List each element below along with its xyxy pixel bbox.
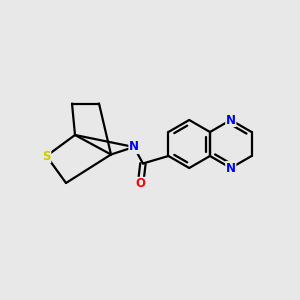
Text: N: N — [226, 113, 236, 127]
Text: N: N — [226, 161, 236, 175]
Text: N: N — [129, 140, 139, 154]
Text: O: O — [136, 177, 146, 190]
Text: S: S — [42, 149, 51, 163]
